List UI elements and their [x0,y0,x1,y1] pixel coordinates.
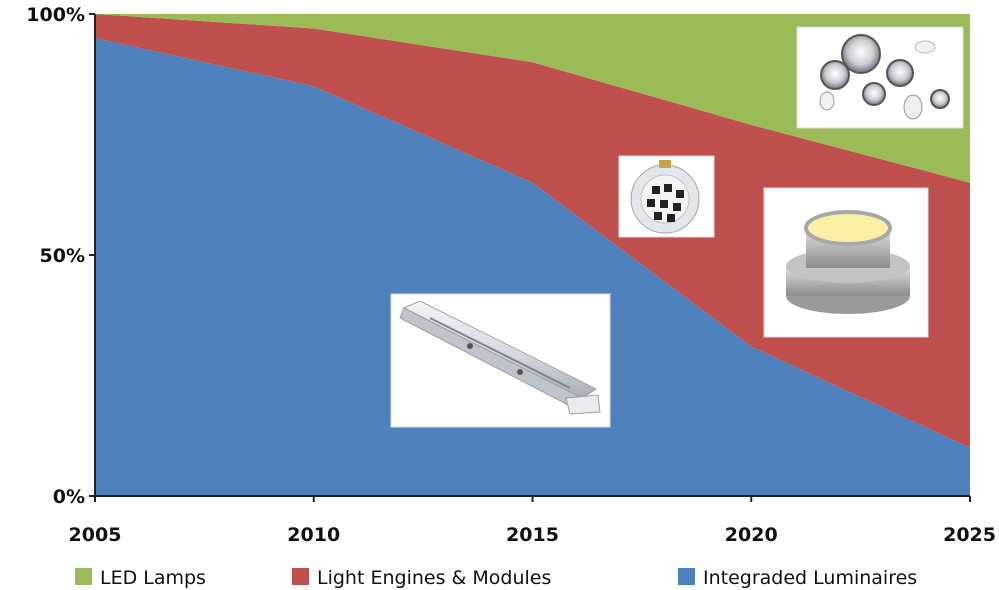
axes-layer [89,13,971,502]
led-lamps-photo [796,26,964,129]
area-light-engines-and-modules [95,14,970,448]
legend-swatch [678,568,695,585]
x-tick-label: 2025 [943,524,996,546]
area-led-lamps [95,14,970,183]
x-tick-label: 2005 [69,524,122,546]
x-tick-label: 2015 [506,524,559,546]
legend-item-integraded-luminaires: Integraded Luminaires [678,567,917,589]
legend-label: LED Lamps [100,567,206,589]
legend-item-light-engines-and-modules: Light Engines & Modules [292,567,551,589]
light-engine-photo [763,187,929,338]
x-tick-label: 2010 [287,524,340,546]
legend-swatch [292,568,309,585]
y-tick-label: 100% [26,4,85,26]
legend-swatch [75,568,92,585]
tick-labels-layer: 0% 50% 100% 2005 2010 2015 2020 2025 [26,4,996,546]
legend-item-led-lamps: LED Lamps [75,567,206,589]
legend-label: Integraded Luminaires [703,567,917,589]
y-tick-label: 50% [40,245,85,267]
linear-luminaire-photo [390,293,611,428]
led-module-board-photo [618,155,715,238]
x-tick-label: 2020 [725,524,778,546]
area-integraded-luminaires [95,38,970,496]
legend-label: Light Engines & Modules [317,567,551,589]
y-tick-label: 0% [53,486,85,508]
areas-layer [95,14,970,496]
legend: LED Lamps Light Engines & Modules Integrad… [75,567,917,589]
